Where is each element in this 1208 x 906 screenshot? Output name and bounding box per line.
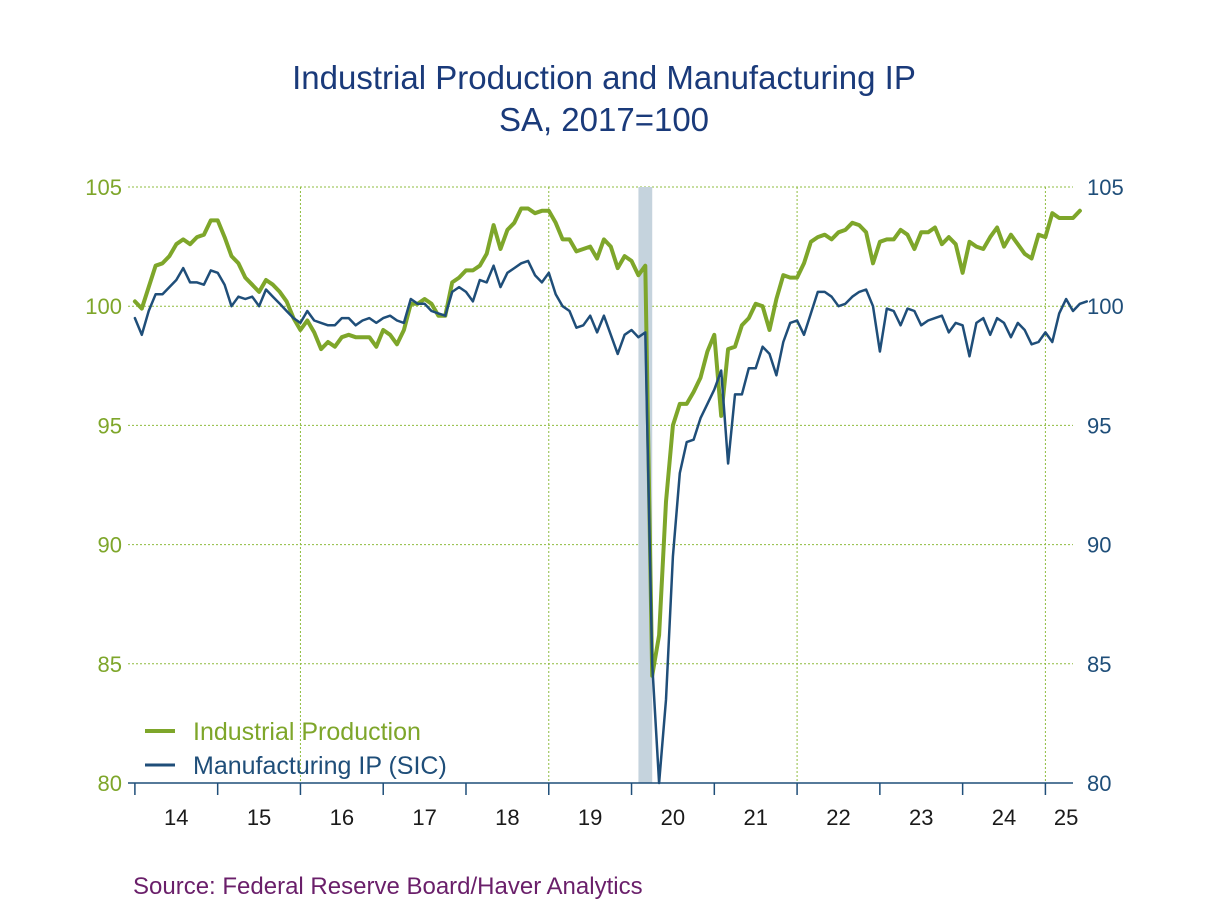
legend-label-manufacturing-ip: Manufacturing IP (SIC) <box>193 752 447 780</box>
x-tick-label: 15 <box>247 805 271 830</box>
y-left-tick-label: 105 <box>85 175 122 200</box>
x-tick-label: 17 <box>412 805 436 830</box>
x-tick-label: 18 <box>495 805 519 830</box>
x-tick-label: 20 <box>661 805 685 830</box>
gridlines <box>128 186 1073 783</box>
legend-label-industrial-production: Industrial Production <box>193 718 421 746</box>
legend: Industrial Production Manufacturing IP (… <box>145 718 447 780</box>
x-tick-label: 21 <box>743 805 767 830</box>
x-tick-label: 14 <box>164 805 188 830</box>
x-tick-label: 16 <box>330 805 354 830</box>
y-right-tick-label: 95 <box>1087 413 1111 438</box>
y-left-tick-label: 90 <box>98 533 122 558</box>
x-tick-label: 24 <box>992 805 1016 830</box>
x-tick-label: 25 <box>1054 805 1078 830</box>
y-left-tick-label: 80 <box>98 771 122 796</box>
y-right-tick-label: 100 <box>1087 294 1124 319</box>
y-right-tick-label: 90 <box>1087 533 1111 558</box>
x-tick-label: 19 <box>578 805 602 830</box>
chart-title: Industrial Production and Manufacturing … <box>292 59 916 96</box>
x-tick-label: 22 <box>826 805 850 830</box>
y-right-tick-label: 80 <box>1087 771 1111 796</box>
y-axis-left: 105 100 95 90 85 80 <box>85 175 122 796</box>
series-line-manufacturing-ip <box>133 259 1089 785</box>
source-note: Source: Federal Reserve Board/Haver Anal… <box>133 873 643 900</box>
series-lines <box>132 206 1089 785</box>
y-axis-right: 105 100 95 90 85 80 <box>1087 175 1124 796</box>
y-left-tick-label: 95 <box>98 413 122 438</box>
series-line-industrial-production <box>132 206 1082 678</box>
x-tick-label: 23 <box>909 805 933 830</box>
y-right-tick-label: 85 <box>1087 652 1111 677</box>
chart-subtitle: SA, 2017=100 <box>499 101 709 138</box>
x-axis: 14 15 16 17 18 19 20 21 22 23 24 25 <box>128 782 1078 830</box>
y-left-tick-label: 100 <box>85 294 122 319</box>
y-right-tick-label: 105 <box>1087 175 1124 200</box>
y-left-tick-label: 85 <box>98 652 122 677</box>
